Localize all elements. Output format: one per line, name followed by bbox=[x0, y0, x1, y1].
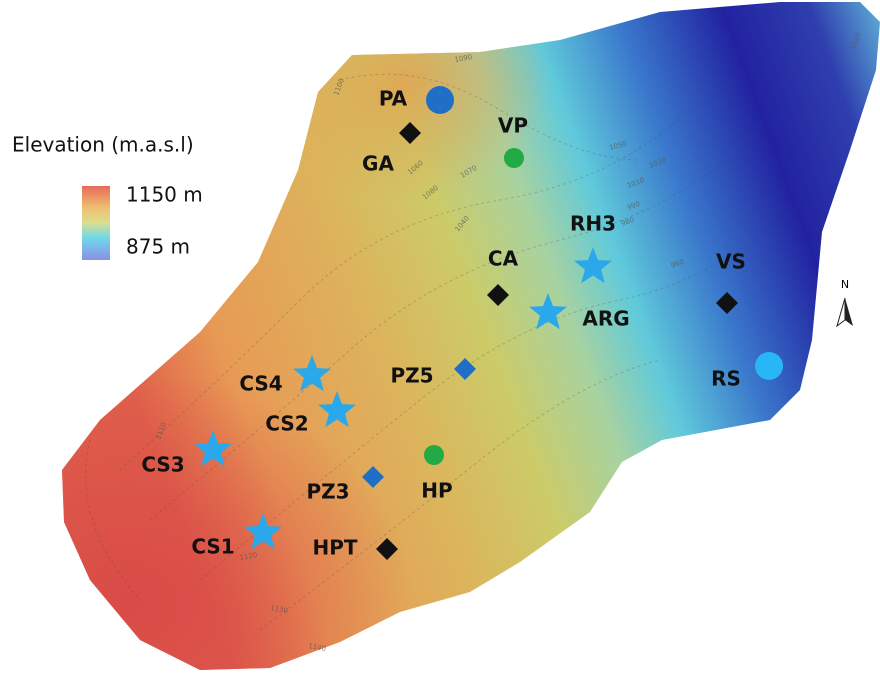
site-circle bbox=[755, 352, 783, 380]
site-label: PA bbox=[379, 87, 408, 111]
legend-max: 1150 m bbox=[126, 183, 203, 207]
legend-color-bar bbox=[82, 186, 110, 260]
site-label: RS bbox=[711, 367, 741, 391]
site-dot bbox=[504, 148, 524, 168]
site-label: ARG bbox=[582, 307, 629, 331]
terrain bbox=[62, 2, 880, 670]
north-arrow: N bbox=[837, 278, 853, 326]
site-label: CS1 bbox=[191, 535, 234, 559]
site-label: GA bbox=[362, 152, 394, 176]
site-label: CS4 bbox=[239, 372, 282, 396]
north-arrow-right bbox=[845, 298, 853, 326]
site-label: PZ3 bbox=[306, 480, 349, 504]
site-circle bbox=[426, 86, 454, 114]
site-label: VS bbox=[716, 250, 746, 274]
site-label: RH3 bbox=[570, 212, 616, 236]
elevation-shade bbox=[62, 2, 880, 670]
legend-title: Elevation (m.a.s.l) bbox=[12, 133, 194, 157]
site-label: PZ5 bbox=[390, 364, 433, 388]
site-label: CS2 bbox=[265, 412, 308, 436]
site-dot bbox=[424, 445, 444, 465]
site-label: CS3 bbox=[141, 453, 184, 477]
site-label: VP bbox=[498, 114, 528, 138]
north-arrow-left bbox=[837, 298, 845, 326]
site-label: HP bbox=[421, 479, 452, 503]
map: 1090110010501070108010601040101010301020… bbox=[0, 0, 880, 675]
north-label: N bbox=[841, 278, 849, 291]
legend-min: 875 m bbox=[126, 235, 190, 259]
site-label: HPT bbox=[312, 536, 357, 560]
site-label: CA bbox=[488, 247, 519, 271]
